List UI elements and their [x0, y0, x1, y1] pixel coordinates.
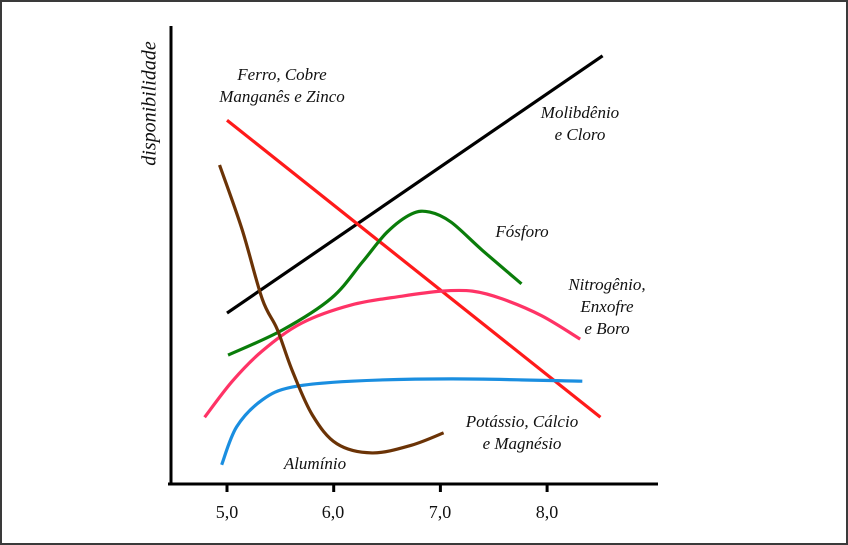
x-tick-label: 8,0	[535, 502, 559, 522]
series-line-1	[226, 118, 602, 419]
label-aluminio: Alumínio	[283, 454, 347, 473]
series-line-3	[203, 288, 582, 419]
label-nitrogenio-enxofre-boro: Nitrogênio, Enxofre e Boro	[568, 275, 646, 338]
x-tick-label: 5,0	[215, 502, 239, 522]
series-line-2	[227, 209, 523, 357]
series-line-4	[220, 377, 583, 466]
x-tick-label: 6,0	[321, 502, 345, 522]
y-axis-label: disponibilidade	[138, 41, 161, 166]
label-potassio-calcio-magnesio: Potássio, Cálcio e Magnésio	[465, 412, 579, 453]
series-line-5	[218, 164, 445, 455]
label-fosforo: Fósforo	[495, 222, 549, 241]
x-tick-label: 7,0	[428, 502, 452, 522]
series-line-0	[226, 54, 604, 315]
label-ferro-cobre-manganes-zinco: Ferro, Cobre Manganês e Zinco	[219, 65, 345, 106]
label-molibdenio-cloro: Molibdênio e Cloro	[540, 103, 620, 144]
